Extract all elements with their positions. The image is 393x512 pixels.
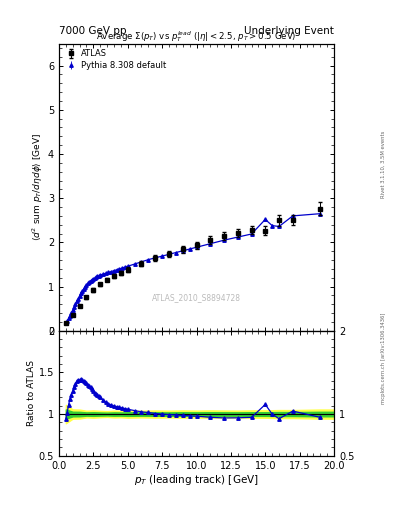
X-axis label: $p_T$ (leading track) [GeV]: $p_T$ (leading track) [GeV] bbox=[134, 473, 259, 487]
Text: Underlying Event: Underlying Event bbox=[244, 26, 334, 36]
Text: ATLAS_2010_S8894728: ATLAS_2010_S8894728 bbox=[152, 293, 241, 302]
Text: Rivet 3.1.10, 3.5M events: Rivet 3.1.10, 3.5M events bbox=[381, 130, 386, 198]
Text: mcplots.cern.ch [arXiv:1306.3436]: mcplots.cern.ch [arXiv:1306.3436] bbox=[381, 313, 386, 404]
Y-axis label: Ratio to ATLAS: Ratio to ATLAS bbox=[27, 360, 36, 426]
Y-axis label: $\langle d^2$ sum $p_T/d\eta d\phi\rangle$ [GeV]: $\langle d^2$ sum $p_T/d\eta d\phi\rangl… bbox=[31, 133, 45, 241]
Text: 7000 GeV pp: 7000 GeV pp bbox=[59, 26, 127, 36]
Title: Average $\Sigma(p_T)$ vs $p_T^{lead}$ ($|\eta| < 2.5$, $p_T > 0.5$ GeV): Average $\Sigma(p_T)$ vs $p_T^{lead}$ ($… bbox=[96, 29, 297, 44]
Legend: ATLAS, Pythia 8.308 default: ATLAS, Pythia 8.308 default bbox=[63, 48, 167, 72]
